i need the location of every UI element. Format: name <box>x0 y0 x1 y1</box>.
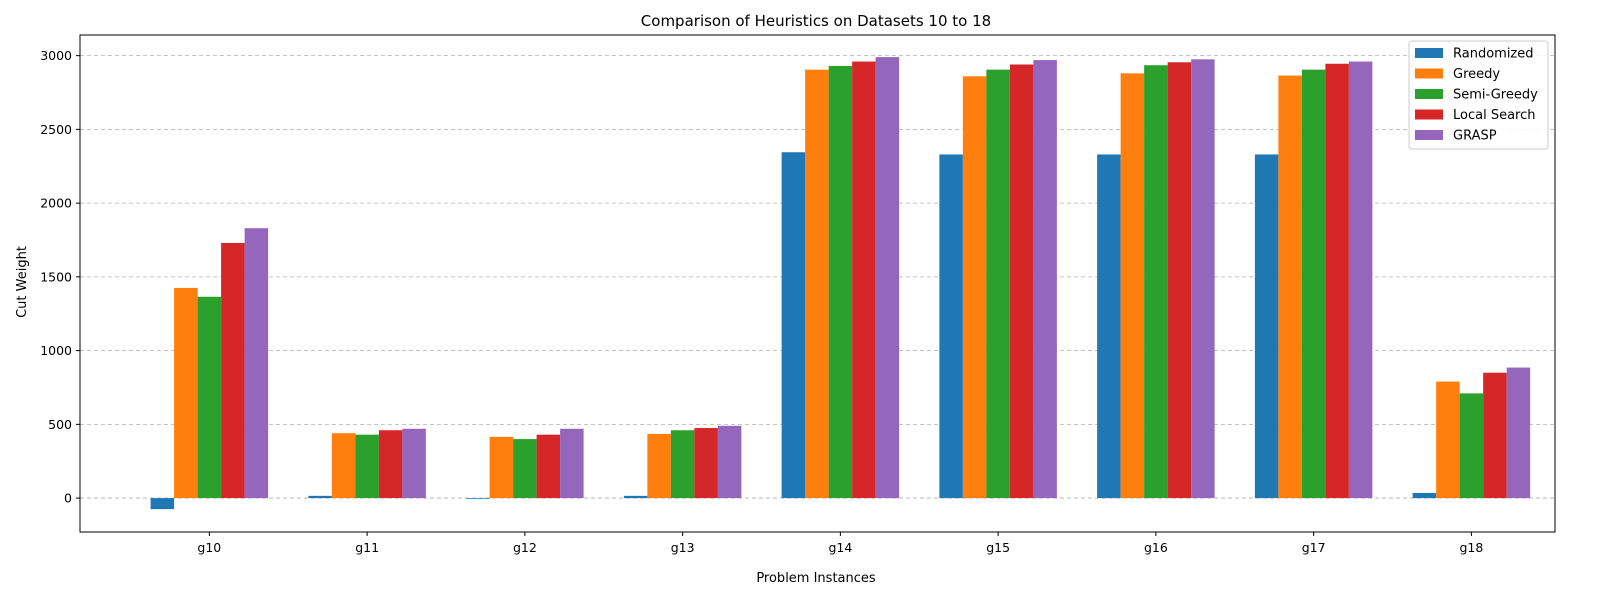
legend: Randomized Greedy Semi-Greedy Local Search G… <box>1408 40 1549 150</box>
x-tick-label: g10 <box>197 540 221 555</box>
bar-local-search-g11 <box>378 430 403 499</box>
bar-grasp-g18 <box>1506 367 1531 499</box>
y-tick-label: 500 <box>48 417 72 432</box>
legend-swatch <box>1415 130 1443 140</box>
y-tick-label: 3000 <box>40 48 72 63</box>
x-tick-label: g11 <box>355 540 379 555</box>
y-tick-label: 0 <box>64 491 72 506</box>
bar-semi-greedy-g11 <box>355 434 379 499</box>
legend-swatch <box>1415 89 1443 99</box>
bar-greedy-g11 <box>331 433 356 499</box>
legend-swatch <box>1415 48 1443 58</box>
bar-local-search-g14 <box>852 61 876 499</box>
bar-semi-greedy-g15 <box>986 69 1010 499</box>
bar-grasp-g15 <box>1033 60 1057 499</box>
plot-frame <box>79 34 1556 533</box>
bar-semi-greedy-g18 <box>1459 393 1484 499</box>
bar-greedy-g13 <box>647 433 671 499</box>
bar-semi-greedy-g10 <box>197 296 222 499</box>
y-tick-label: 2000 <box>40 196 72 211</box>
y-tick-label: 2500 <box>40 122 72 137</box>
legend-label: Semi-Greedy <box>1453 88 1538 103</box>
bar-grasp-g17 <box>1348 61 1373 499</box>
x-tick-label: g16 <box>1144 540 1168 555</box>
bar-randomized-g12 <box>466 498 490 499</box>
bar-greedy-g14 <box>805 69 829 499</box>
bar-grasp-g13 <box>717 425 742 499</box>
legend-label: Local Search <box>1453 108 1536 123</box>
bar-semi-greedy-g12 <box>513 439 537 499</box>
bar-local-search-g13 <box>694 428 718 499</box>
bar-grasp-g14 <box>875 57 900 499</box>
bar-grasp-g11 <box>402 428 426 499</box>
bar-randomized-g18 <box>1412 492 1437 499</box>
bar-greedy-g15 <box>962 76 987 499</box>
bar-greedy-g16 <box>1120 73 1145 499</box>
bar-randomized-g10 <box>150 498 175 510</box>
bar-semi-greedy-g13 <box>670 430 695 499</box>
bar-randomized-g14 <box>781 152 806 499</box>
bar-randomized-g11 <box>308 495 332 499</box>
bar-randomized-g15 <box>939 154 963 499</box>
bar-greedy-g10 <box>174 287 198 499</box>
legend-box <box>1408 40 1549 150</box>
bar-semi-greedy-g16 <box>1144 65 1168 499</box>
bar-local-search-g18 <box>1483 372 1507 499</box>
y-axis-label: Cut Weight <box>15 246 30 318</box>
chart-title: Comparison of Heuristics on Datasets 10 … <box>641 12 991 30</box>
legend-swatch <box>1415 68 1443 79</box>
axes: 0 500 1000 1500 2000 2500 3000 g10 g11 g12 g13 g14 g… <box>40 34 1556 555</box>
bar-greedy-g17 <box>1278 75 1302 499</box>
x-tick-label: g15 <box>986 540 1010 555</box>
bar-greedy-g12 <box>489 436 514 499</box>
x-tick-label: g12 <box>513 540 537 555</box>
y-tick-label: 1000 <box>40 343 72 358</box>
bar-randomized-g17 <box>1254 154 1279 499</box>
legend-label: Greedy <box>1453 67 1500 82</box>
x-tick-label: g13 <box>671 540 695 555</box>
x-tick-label: g17 <box>1302 540 1326 555</box>
bar-local-search-g12 <box>536 434 561 499</box>
x-tick-label: g18 <box>1459 540 1483 555</box>
x-tick-label: g14 <box>828 540 852 555</box>
bars <box>150 57 1531 510</box>
bar-semi-greedy-g14 <box>828 65 853 499</box>
legend-label: GRASP <box>1453 129 1497 144</box>
bar-grasp-g16 <box>1191 59 1215 499</box>
bar-randomized-g16 <box>1097 154 1121 499</box>
bar-local-search-g10 <box>221 242 245 499</box>
bar-local-search-g17 <box>1325 63 1349 499</box>
y-tick-label: 1500 <box>40 269 72 284</box>
legend-swatch <box>1415 109 1443 120</box>
bar-greedy-g18 <box>1436 381 1460 499</box>
bar-randomized-g13 <box>623 495 648 499</box>
legend-label: Randomized <box>1453 47 1534 62</box>
bar-grasp-g10 <box>244 228 269 499</box>
bar-local-search-g16 <box>1167 62 1192 499</box>
bar-local-search-g15 <box>1009 64 1034 499</box>
bar-grasp-g12 <box>560 428 584 499</box>
bar-semi-greedy-g17 <box>1301 69 1326 499</box>
x-axis-label: Problem Instances <box>756 571 876 586</box>
